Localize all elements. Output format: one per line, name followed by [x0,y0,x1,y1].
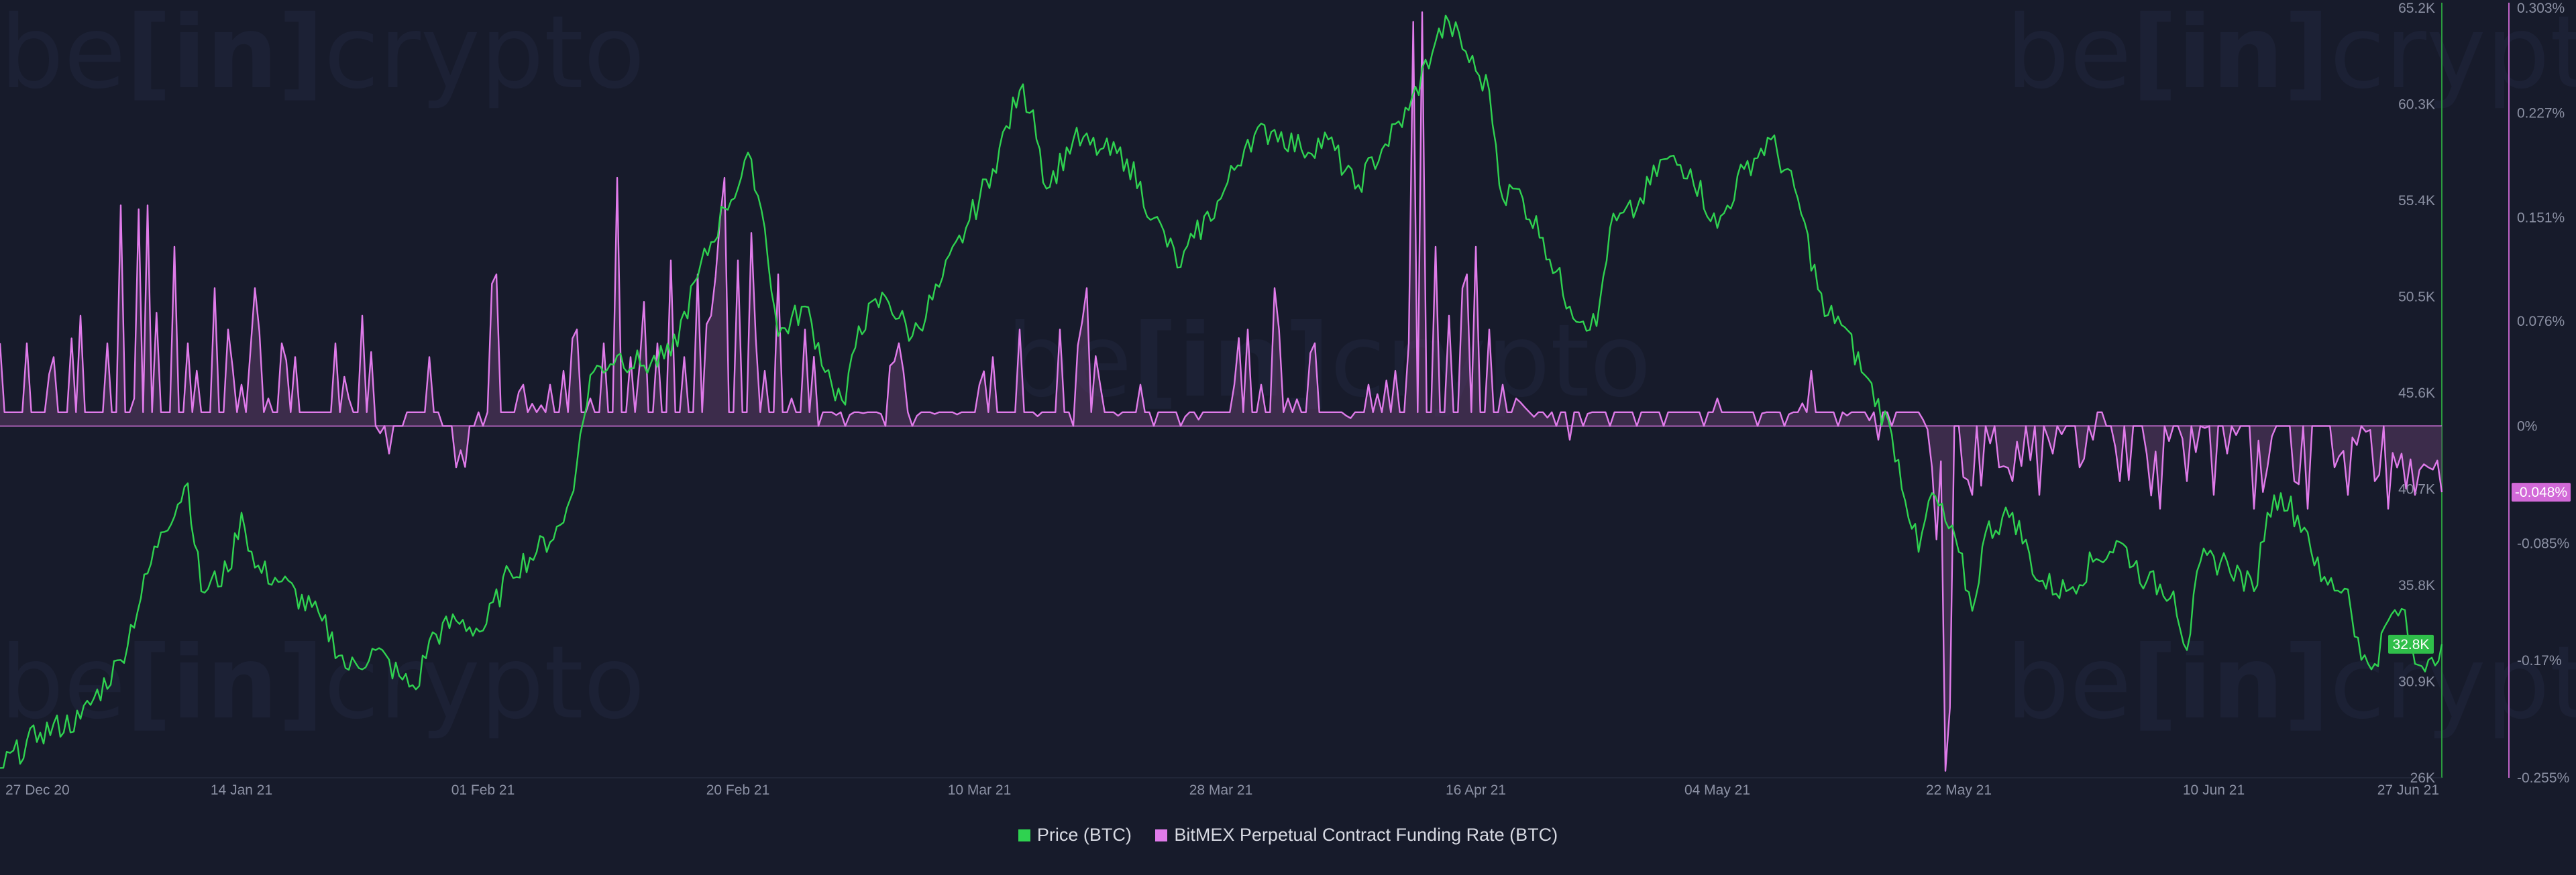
x-tick-label: 27 Dec 20 [5,782,70,798]
price-tick-label: 65.2K [2398,1,2435,16]
price-tick-label: 45.6K [2398,386,2435,401]
legend: Price (BTC) BitMEX Perpetual Contract Fu… [0,825,2576,846]
price-tick-label: 26K [2410,770,2435,786]
legend-item-funding[interactable]: BitMEX Perpetual Contract Funding Rate (… [1155,825,1558,845]
x-tick-label: 10 Mar 21 [948,782,1012,798]
x-tick-label: 10 Jun 21 [2183,782,2245,798]
funding-tick-label: 0.303% [2517,1,2565,16]
funding-axis-ticks: 0.303% 0.227% 0.151% 0.076% 0% -0.085% -0.17% -… [2517,1,2569,786]
x-tick-label: 22 May 21 [1926,782,1992,798]
funding-tick-label: 0% [2517,418,2537,434]
funding-layer [0,11,2443,772]
price-axis-ticks: 65.2K 60.3K 55.4K 50.5K 45.6K 40.7K 35.8K 30.9K… [2398,1,2435,786]
x-tick-label: 04 May 21 [1684,782,1750,798]
x-tick-label: 14 Jan 21 [211,782,272,798]
x-tick-label: 28 Mar 21 [1189,782,1253,798]
price-tick-label: 40.7K [2398,482,2435,498]
price-tick-label: 50.5K [2398,290,2435,305]
price-series-line [0,14,2443,769]
funding-tick-label: 0.151% [2517,211,2565,226]
price-current-badge [2388,634,2434,654]
price-tick-label: 55.4K [2398,193,2435,209]
watermark-bottom-right: be[in]crypto [2006,625,2576,742]
watermark-top-left: be[in]crypto [0,0,645,111]
watermark-top-right: be[in]crypto [2006,0,2576,111]
x-axis-ticks: 27 Dec 20 14 Jan 21 01 Feb 21 20 Feb 21 10 M… [5,782,2439,798]
funding-current-badge [2512,483,2571,502]
funding-tick-label: -0.17% [2517,653,2562,668]
current-value-badges: 32.8K -0.048% [2388,483,2571,654]
legend-label-funding: BitMEX Perpetual Contract Funding Rate (… [1174,825,1558,845]
price-swatch-icon [1018,829,1030,841]
x-tick-label: 16 Apr 21 [1446,782,1506,798]
funding-swatch-icon [1155,829,1168,841]
funding-tick-label: -0.085% [2517,536,2569,551]
price-tick-label: 60.3K [2398,97,2435,113]
x-tick-label: 20 Feb 21 [706,782,770,798]
funding-tick-label: -0.255% [2517,770,2569,786]
watermark: be[in]crypto be[in]crypto be[in]crypto b… [0,0,2576,742]
watermark-bottom-left: be[in]crypto [0,625,645,742]
x-tick-label: 01 Feb 21 [451,782,515,798]
watermark-center: be[in]crypto [1006,303,1652,420]
price-tick-label: 35.8K [2398,578,2435,593]
funding-tick-label: 0.227% [2517,105,2565,121]
price-current-value: 32.8K [2393,637,2430,652]
x-tick-label: 27 Jun 21 [2377,782,2439,798]
legend-label-price: Price (BTC) [1036,825,1132,845]
legend-item-price[interactable]: Price (BTC) [1018,825,1132,845]
price-tick-label: 30.9K [2398,675,2435,690]
funding-tick-label: 0.076% [2517,314,2565,329]
price-layer [0,14,2443,769]
funding-current-value: -0.048% [2515,485,2567,500]
funding-series-line [0,11,2443,772]
